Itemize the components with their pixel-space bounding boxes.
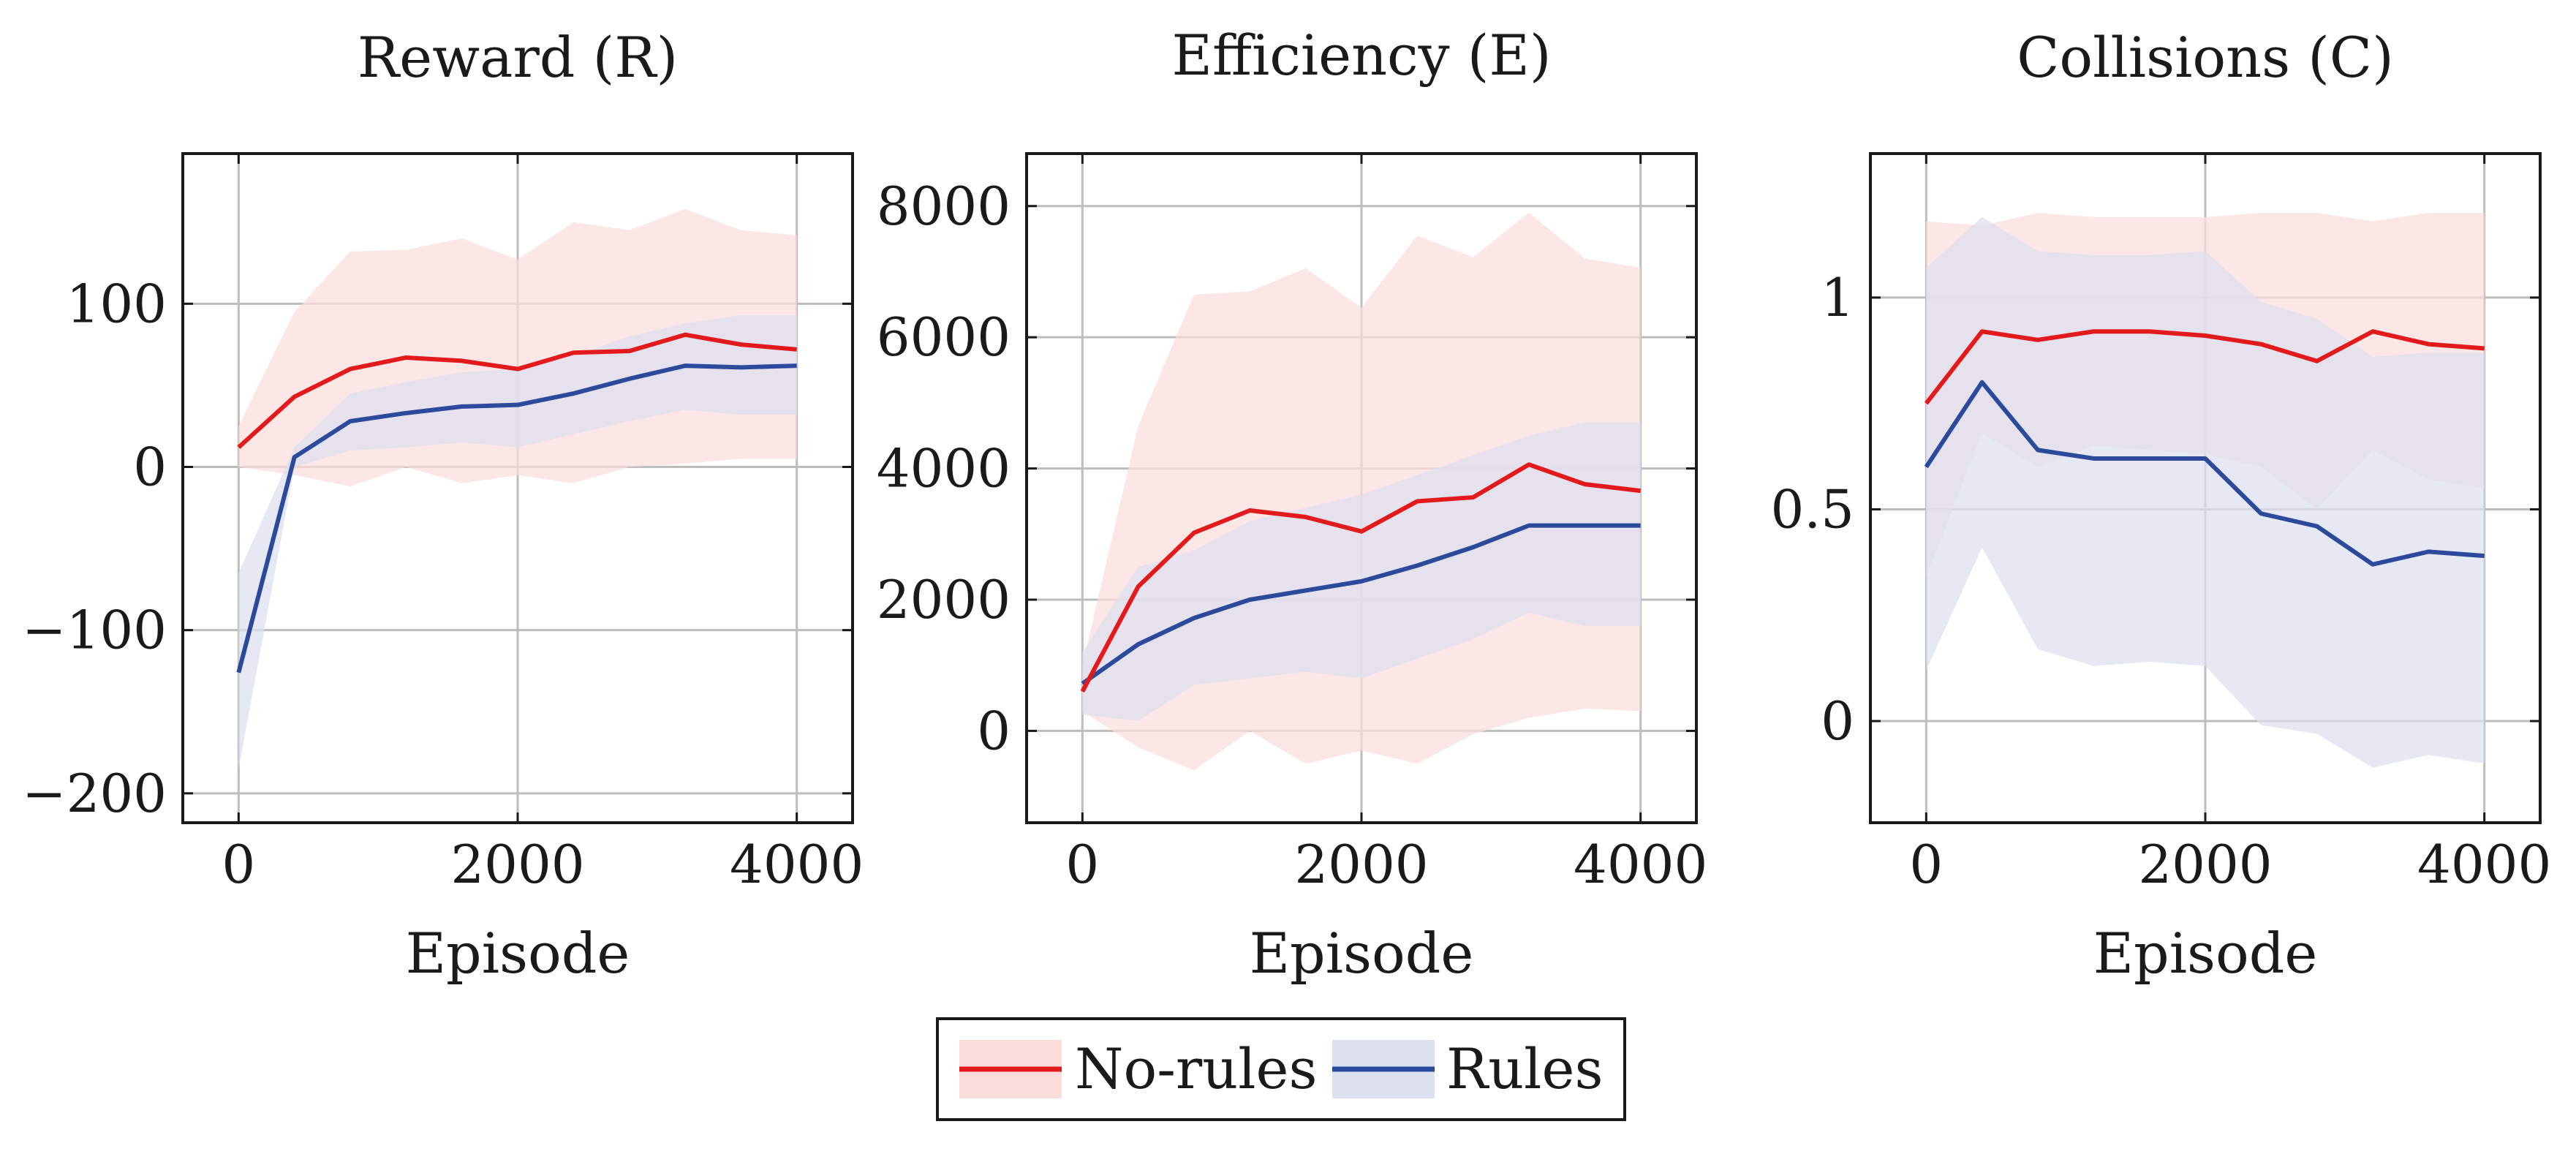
y-tick-label: 0.5 <box>1770 478 1854 540</box>
x-tick-label: 2000 <box>450 834 584 895</box>
legend: No-rules Rules <box>936 1017 1626 1121</box>
no-rules-line <box>237 332 797 449</box>
x-axis-label: Episode <box>2093 921 2318 986</box>
no-rules-line <box>1924 329 2485 405</box>
plot-area: 0 2000 4000 0 0.5 1 <box>1770 152 2551 895</box>
plot-area: 0 2000 4000 −200 −100 0 100 <box>22 152 864 895</box>
panel-collisions: Collisions (C) Episode <box>2017 25 2393 986</box>
y-tick-label: 2000 <box>877 569 1011 630</box>
x-axis-label: Episode <box>1250 921 1474 986</box>
chart-title: Reward (R) <box>358 25 678 90</box>
rules-line <box>1081 523 1641 686</box>
x-tick-label: 4000 <box>730 834 864 895</box>
y-tick-label: −100 <box>22 600 167 661</box>
panel-reward: Reward (R) Episode <box>358 25 678 986</box>
x-tick-label: 2000 <box>2138 834 2272 895</box>
y-tick-label: 0 <box>977 700 1011 761</box>
legend-label: No-rules <box>1075 1036 1318 1101</box>
x-tick-label: 0 <box>1065 834 1099 895</box>
x-tick-label: 0 <box>1909 834 1943 895</box>
legend-item-no-rules: No-rules <box>959 1036 1318 1101</box>
x-tick-label: 0 <box>222 834 255 895</box>
rules-band <box>1082 422 1641 721</box>
rules-line <box>236 363 797 674</box>
legend-label: Rules <box>1446 1036 1603 1101</box>
rules-band <box>1926 216 2485 768</box>
x-axis-label: Episode <box>406 921 630 986</box>
y-tick-label: 8000 <box>877 176 1011 237</box>
y-tick-label: 4000 <box>877 438 1011 499</box>
plot-area: 0 2000 4000 0 2000 4000 6000 8000 <box>877 152 1707 895</box>
rules-band <box>238 314 797 769</box>
panel-efficiency: Efficiency (E) Episode <box>1171 23 1551 986</box>
y-tick-label: 100 <box>67 273 167 334</box>
legend-item-rules: Rules <box>1332 1036 1603 1101</box>
y-tick-label: 0 <box>1821 690 1854 752</box>
x-tick-label: 4000 <box>2417 834 2551 895</box>
y-tick-label: 6000 <box>877 306 1011 368</box>
x-tick-label: 4000 <box>1574 834 1707 895</box>
chart-title: Collisions (C) <box>2017 25 2393 90</box>
x-tick-label: 2000 <box>1294 834 1428 895</box>
rules-line <box>1924 380 2485 567</box>
chart-title: Efficiency (E) <box>1171 23 1551 88</box>
y-tick-label: 0 <box>133 436 167 497</box>
no-rules-line <box>1080 462 1642 693</box>
y-tick-label: −200 <box>22 763 167 824</box>
y-tick-label: 1 <box>1821 267 1854 328</box>
